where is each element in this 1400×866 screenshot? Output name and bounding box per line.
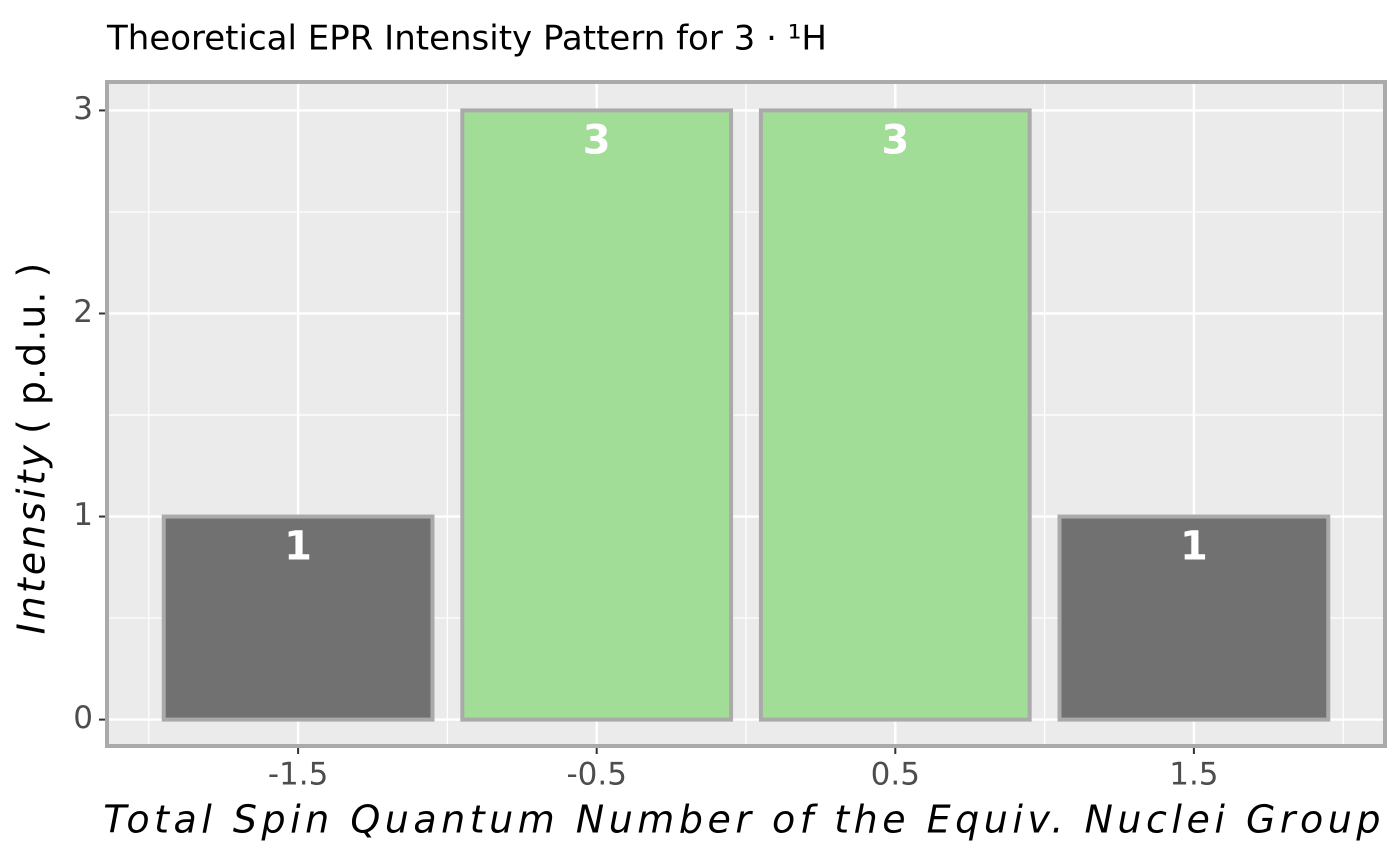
- bar: [1057, 514, 1331, 722]
- x-tick-label: -0.5: [566, 757, 627, 793]
- y-axis-label-group: Intensity ( p.d.u. ): [10, 262, 54, 635]
- y-tick-label: 1: [73, 497, 93, 533]
- value-label: 1: [284, 524, 312, 570]
- bar: [161, 514, 435, 722]
- x-tick-label: 0.5: [871, 757, 920, 793]
- chart-title: Theoretical EPR Intensity Pattern for 3 …: [106, 19, 827, 59]
- bar: [460, 108, 734, 722]
- value-label: 3: [881, 117, 909, 163]
- value-label: 3: [583, 117, 611, 163]
- x-tick-label: 1.5: [1169, 757, 1218, 793]
- y-axis-label: Intensity: [10, 442, 54, 634]
- y-tick-label: 3: [73, 91, 93, 127]
- value-label: 1: [1180, 524, 1208, 570]
- bar: [758, 108, 1032, 722]
- y-tick-label: 2: [73, 294, 93, 330]
- x-axis-label: Total Spin Quantum Number of the Equiv. …: [103, 798, 1385, 842]
- y-axis-unit: ( p.d.u. ): [10, 262, 54, 434]
- y-tick-label: 0: [73, 700, 93, 736]
- plot-border: [105, 80, 1387, 748]
- x-tick-label: -1.5: [268, 757, 329, 793]
